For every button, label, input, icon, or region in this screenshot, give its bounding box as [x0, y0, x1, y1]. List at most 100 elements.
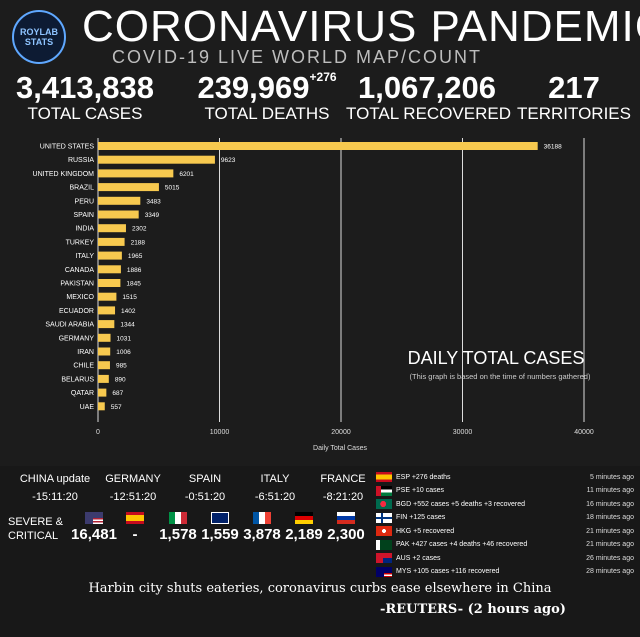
bar-value-label: 687	[112, 390, 123, 397]
total-cases-value: 3,413,838	[16, 70, 154, 105]
feed-time: 28 minutes ago	[586, 568, 634, 575]
news-panel	[0, 466, 640, 637]
roylab-logo: ROYLAB STATS	[12, 10, 66, 64]
update-country: ITALY	[260, 473, 290, 485]
bangladesh-flag-icon	[376, 499, 392, 509]
feed-text: ESP +276 deaths	[396, 473, 451, 481]
update-country: CHINA update	[19, 473, 91, 485]
bar-value-label: 1006	[116, 349, 131, 356]
palestine-flag-icon	[376, 485, 392, 496]
finland-flag-icon	[376, 512, 392, 523]
feed-item: AUS +2 cases 26 minutes ago	[376, 552, 634, 564]
bar-value-label: 1845	[126, 281, 141, 288]
bar-value-label: 5015	[165, 185, 180, 192]
feed-item: PAK +427 cases +4 deaths +46 recovered 21…	[376, 539, 634, 551]
feed-text: FIN +125 cases	[396, 514, 446, 521]
category-label: UNITED KINGDOM	[33, 171, 95, 178]
category-label: CHILE	[73, 363, 94, 370]
daily-total-cases-chart: 0 10000 20000 30000 40000 UNITED STATES 36188 R…	[0, 130, 640, 460]
bar-value-label: 985	[116, 363, 127, 370]
category-label: INDIA	[75, 226, 94, 233]
severe-value: 16,481	[71, 526, 117, 543]
severe-value: 2,189	[285, 526, 323, 543]
total-cases-label: TOTAL CASES	[27, 104, 143, 123]
total-recovered-label: TOTAL RECOVERED	[346, 104, 511, 123]
category-label: PAKISTAN	[60, 281, 94, 288]
bar	[98, 320, 115, 329]
feed-text: BGD +552 cases +5 deaths +3 recovered	[396, 500, 525, 508]
bar	[98, 347, 111, 356]
bar	[98, 306, 116, 315]
update-time-4: FRANCE -8:21:20	[312, 473, 374, 503]
category-label: RUSSIA	[68, 157, 94, 164]
bar-value-label: 1344	[120, 322, 135, 329]
bar-value-label: 36188	[544, 144, 562, 151]
bar	[98, 251, 122, 260]
territories-value: 217	[548, 70, 600, 105]
bar-value-label: 3349	[145, 212, 160, 219]
bar	[98, 224, 126, 233]
territories-label: TERRITORIES	[517, 104, 631, 123]
uk-flag-icon	[211, 512, 229, 524]
update-country: SPAIN	[188, 473, 222, 485]
x-tick-label: 30000	[453, 429, 473, 436]
category-label: MEXICO	[66, 294, 94, 301]
hongkong-flag-icon	[376, 526, 392, 536]
severe-value: 3,878	[243, 526, 281, 543]
x-tick-label: 40000	[574, 429, 594, 436]
bar	[98, 292, 117, 301]
total-deaths-value: 239,969	[197, 70, 310, 105]
update-time-value: -12:51:20	[109, 491, 157, 503]
feed-text: HKG +5 recovered	[396, 527, 455, 535]
bar	[98, 142, 538, 150]
bar-value-label: 9623	[221, 157, 236, 164]
severe-critical-label: SEVERE & CRITICAL	[8, 516, 64, 542]
feed-time: 18 minutes ago	[586, 514, 634, 521]
severe-critical-list: 16,481- 1,578 1,559 3,878 2,189 2,300	[0, 0, 640, 543]
severe-value: 1,578	[159, 526, 197, 543]
update-time-value: -0:51:20	[184, 491, 226, 503]
total-deaths-stat: 239,969+276 TOTAL DEATHS	[188, 70, 346, 124]
malaysia-flag-icon	[376, 566, 392, 577]
bar-value-label: 1031	[117, 335, 132, 342]
bar-value-label: 6201	[179, 171, 194, 178]
category-label: ITALY	[76, 253, 95, 260]
category-label: ECUADOR	[59, 308, 94, 315]
australia-flag-icon	[376, 553, 392, 563]
total-recovered-stat: 1,067,206 TOTAL RECOVERED	[346, 70, 511, 124]
bar	[98, 169, 174, 178]
news-source: -REUTERS- (2 hours ago)	[380, 602, 566, 617]
bar	[98, 402, 105, 411]
feed-time: 11 minutes ago	[586, 487, 634, 494]
category-label: SAUDI ARABIA	[45, 322, 94, 329]
germany-flag-icon	[295, 512, 313, 524]
x-axis-label: Daily Total Cases	[313, 445, 367, 452]
category-label: GERMANY	[59, 335, 95, 342]
bar	[98, 196, 141, 205]
chart-annotation-title: DAILY TOTAL CASES	[408, 348, 585, 368]
news-headline[interactable]: Harbin city shuts eateries, coronavirus …	[88, 581, 552, 596]
total-recovered-value: 1,067,206	[358, 70, 496, 105]
bar	[98, 183, 159, 192]
bar-value-label: 3483	[146, 198, 161, 205]
category-label: PERU	[75, 198, 94, 205]
bar	[98, 374, 109, 383]
deaths-delta: +276	[309, 70, 337, 84]
feed-time: 5 minutes ago	[590, 473, 634, 481]
feed-time: 21 minutes ago	[586, 527, 634, 535]
feed-item: ESP +276 deaths 5 minutes ago	[376, 471, 634, 483]
bar	[98, 333, 111, 342]
feed-text: PAK +427 cases +4 deaths +46 recovered	[396, 541, 528, 548]
spain-flag-icon	[376, 472, 392, 482]
category-label: UNITED STATES	[40, 144, 95, 151]
usa-flag-icon	[85, 512, 103, 524]
bar-value-label: 1515	[122, 294, 137, 301]
severe-value: 1,559	[201, 526, 239, 543]
feed-item: MYS +105 cases +116 recovered 28 minutes …	[376, 566, 634, 578]
feed-item: HKG +5 recovered 21 minutes ago	[376, 525, 634, 537]
category-label: QATAR	[71, 390, 94, 397]
bar-value-label: 1402	[121, 308, 136, 315]
category-label: BELARUS	[61, 376, 94, 383]
bar-value-label: 1965	[128, 253, 143, 260]
feed-item: FIN +125 cases 18 minutes ago	[376, 512, 634, 524]
